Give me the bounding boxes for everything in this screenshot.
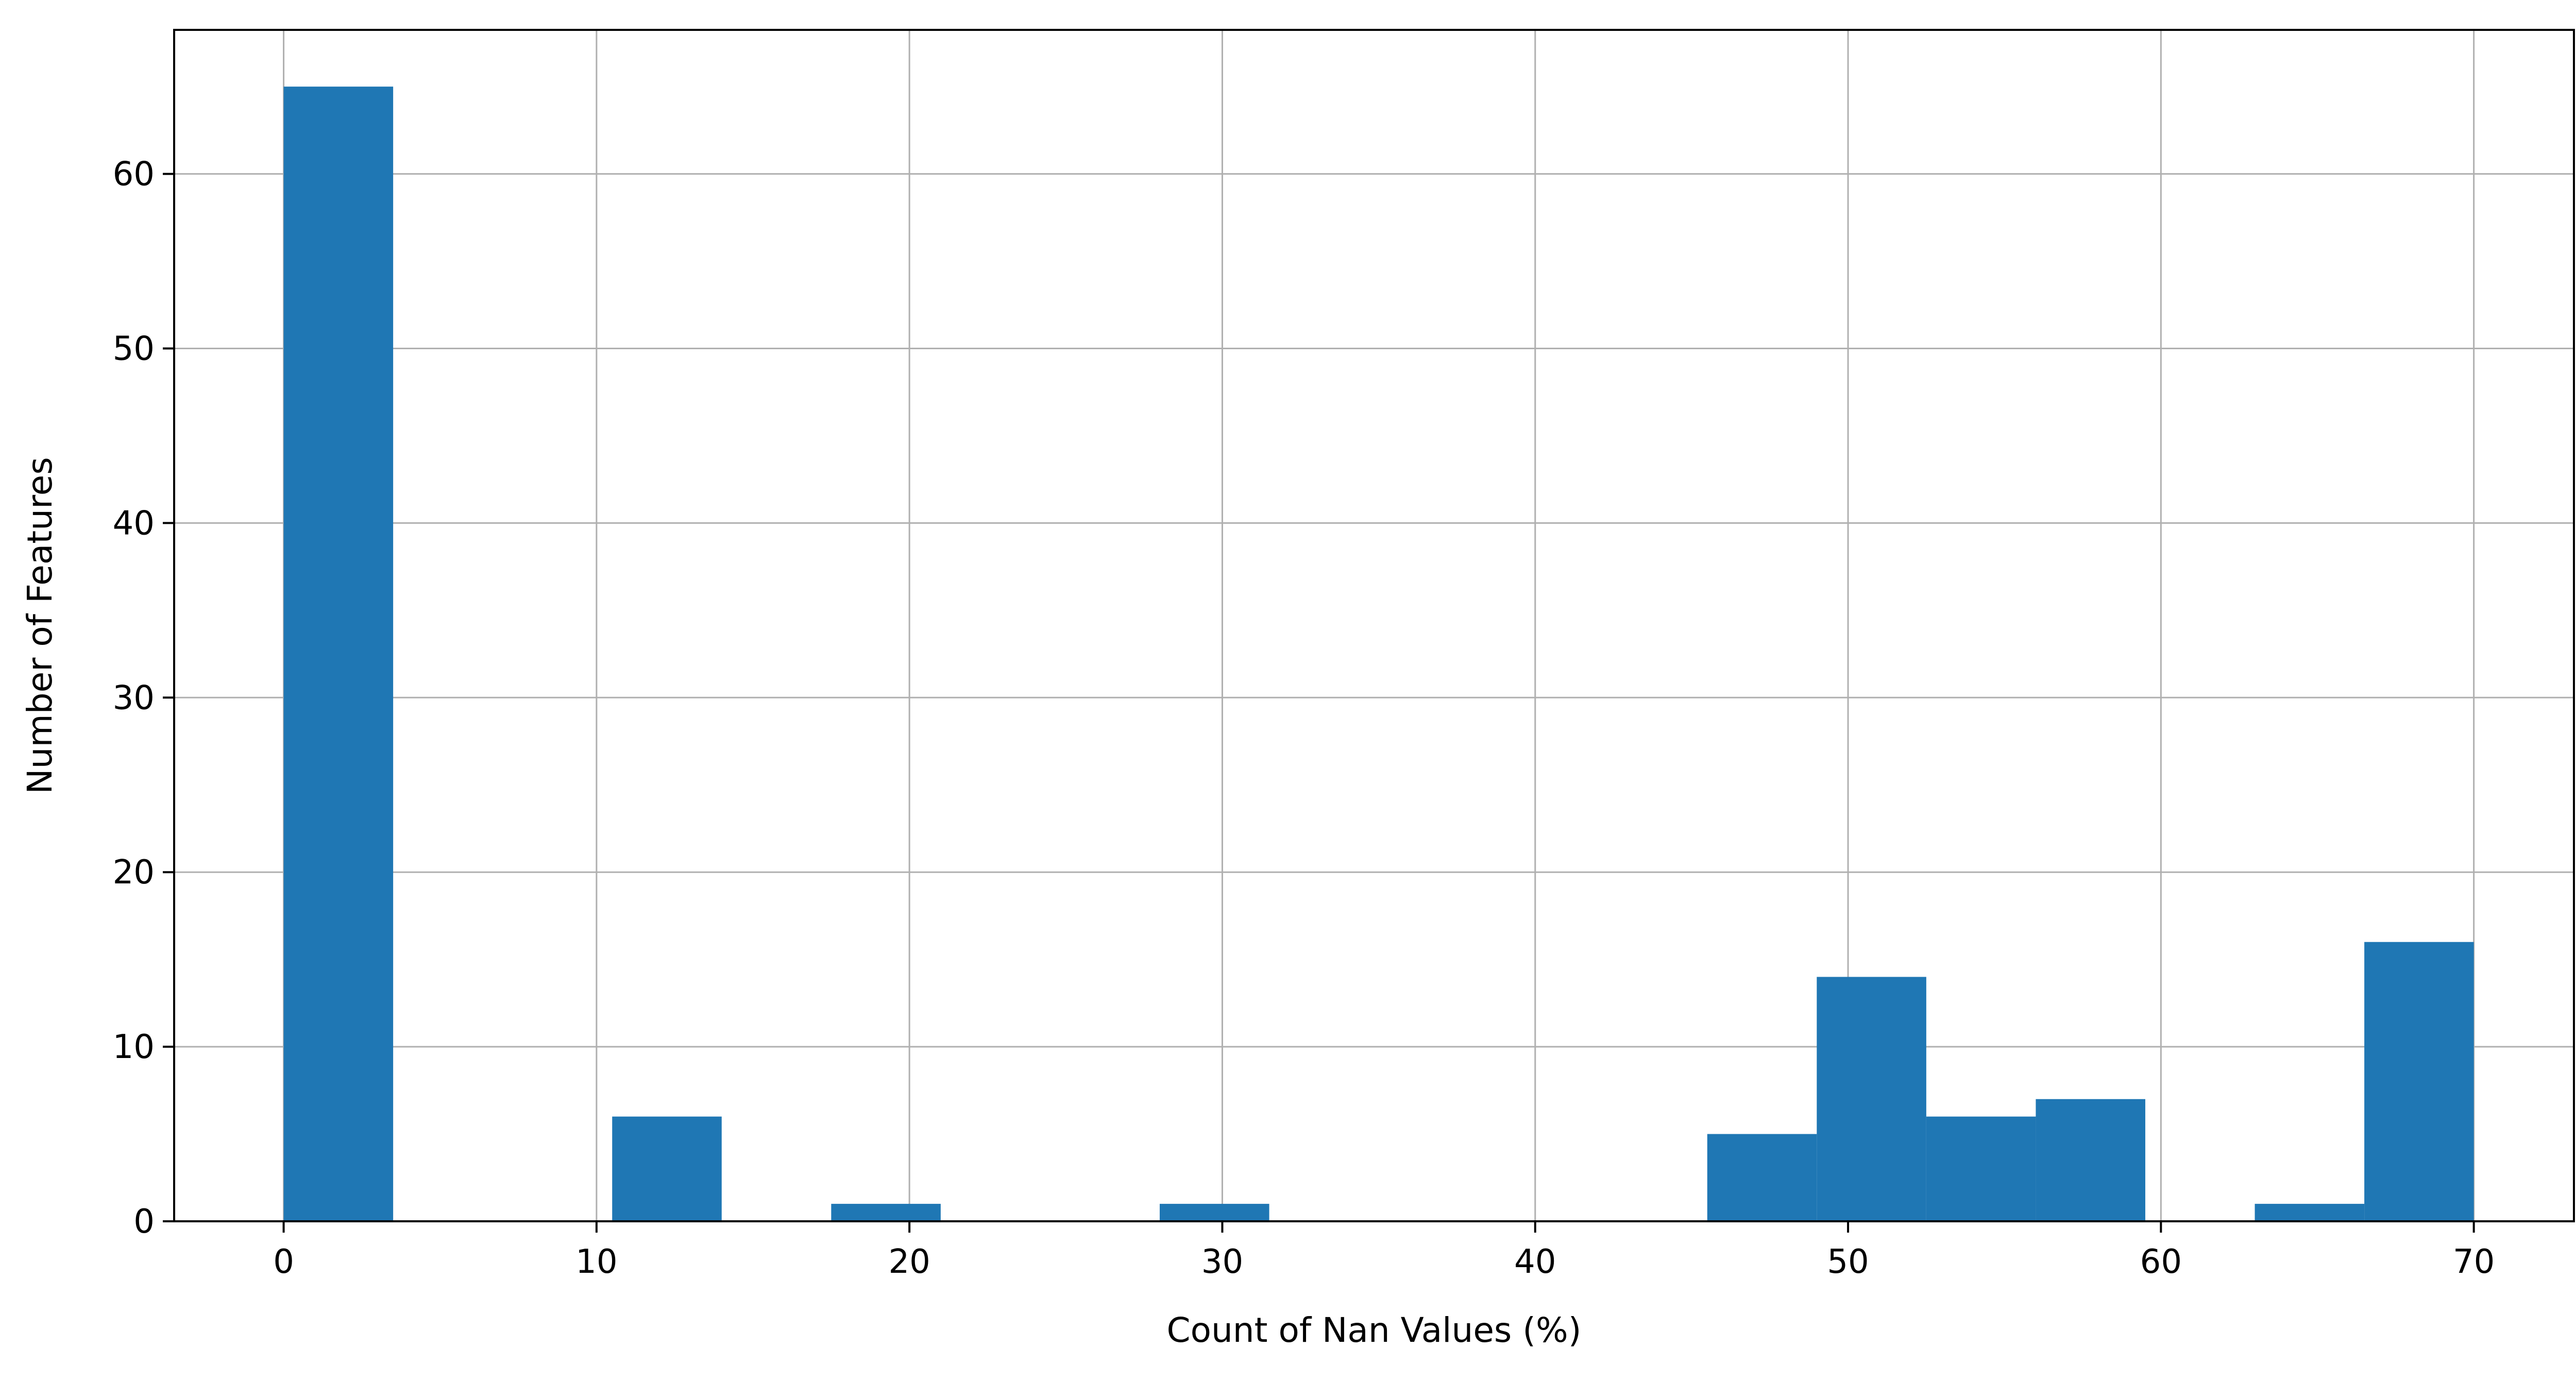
histogram-bar [1817, 977, 1926, 1221]
histogram-bars [283, 87, 2474, 1222]
x-tick-label: 30 [1201, 1243, 1243, 1281]
x-tick-label: 20 [888, 1243, 930, 1281]
x-tick-label: 0 [273, 1243, 294, 1281]
x-tick-label: 10 [575, 1243, 617, 1281]
y-tick-label: 10 [113, 1028, 155, 1066]
histogram-bar [2036, 1099, 2145, 1221]
y-tick-label: 0 [133, 1203, 155, 1241]
y-tick-label: 20 [113, 854, 155, 892]
histogram-bar [612, 1116, 722, 1221]
histogram-bar [1707, 1134, 1817, 1221]
x-tick-label: 70 [2453, 1243, 2495, 1281]
y-axis-ticks: 0 10 20 30 40 50 60 [113, 156, 174, 1241]
histogram-bar [831, 1204, 941, 1221]
y-tick-label: 60 [113, 156, 155, 194]
histogram-bar [1159, 1204, 1269, 1221]
plot-frame [173, 29, 2575, 1222]
y-tick-label: 30 [113, 679, 155, 717]
x-tick-label: 50 [1827, 1243, 1869, 1281]
x-tick-label: 60 [2140, 1243, 2182, 1281]
x-axis-label: Count of Nan Values (%) [1166, 1310, 1581, 1350]
histogram-bar [1926, 1116, 2036, 1221]
y-tick-label: 50 [113, 330, 155, 368]
x-axis-ticks: 0 10 20 30 40 50 60 70 [273, 1221, 2495, 1281]
histogram-bar [283, 87, 394, 1222]
histogram-bar [2255, 1204, 2365, 1221]
y-axis-label: Number of Features [20, 457, 60, 794]
histogram-bar [2364, 942, 2474, 1221]
x-tick-label: 40 [1514, 1243, 1556, 1281]
y-tick-label: 40 [113, 504, 155, 542]
